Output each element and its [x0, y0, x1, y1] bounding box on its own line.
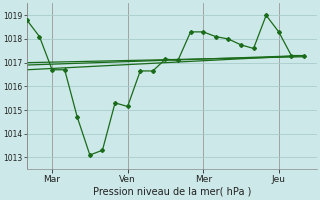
X-axis label: Pression niveau de la mer( hPa ): Pression niveau de la mer( hPa ) — [92, 187, 251, 197]
